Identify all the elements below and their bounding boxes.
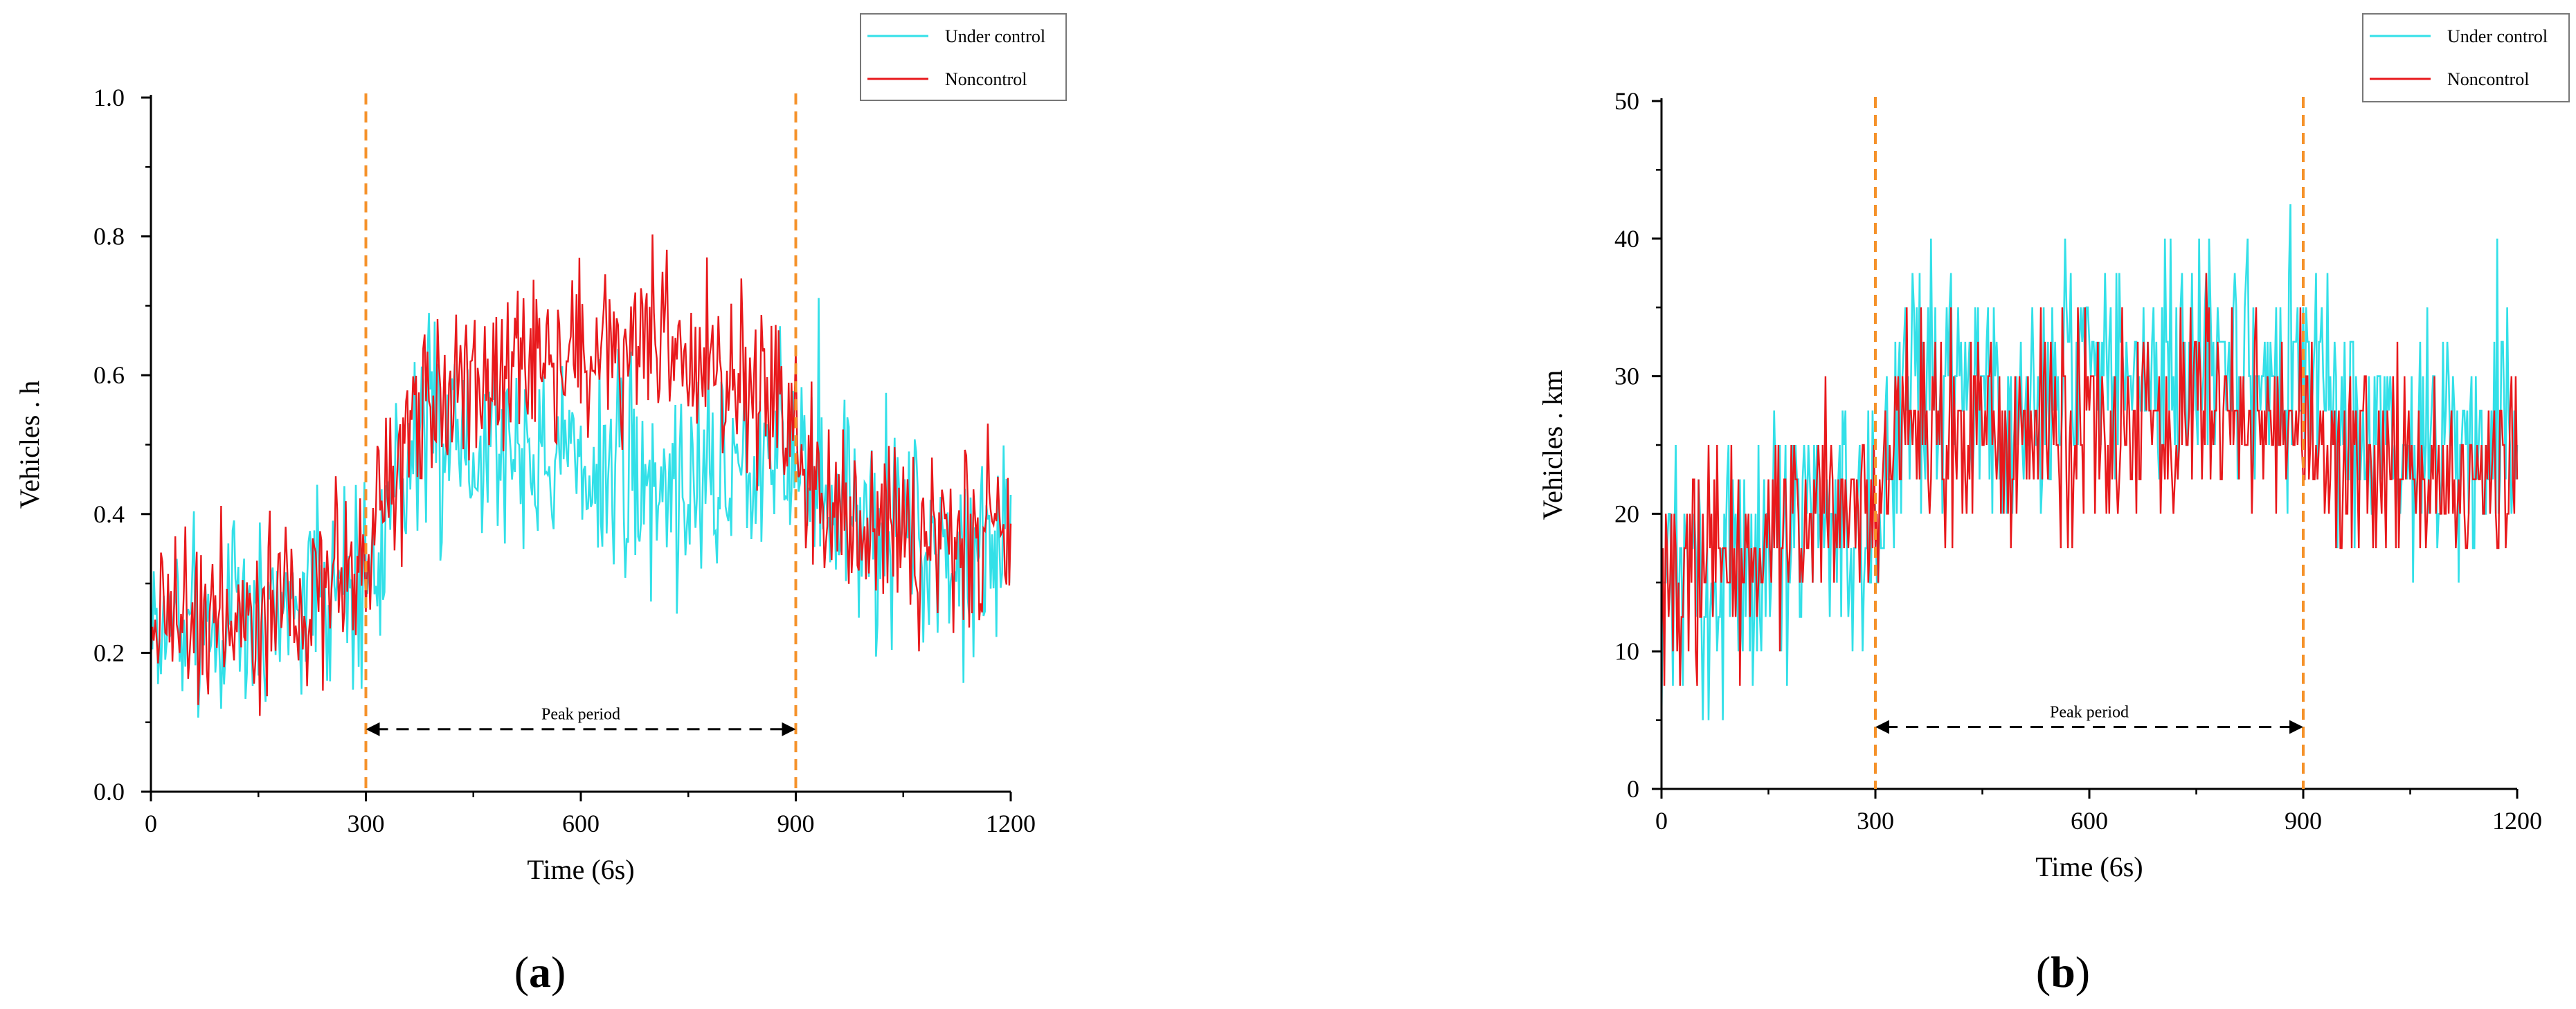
legend-label-under-control-a: Under control — [945, 26, 1045, 46]
chart-panel-b: 0 10 20 30 40 50 0 300 600 900 1200 Time (6s) Vehicl… — [1288, 0, 2576, 1009]
x-axis-title-a: Time (6s) — [527, 854, 634, 885]
x-tick-label-b-1: 300 — [1857, 807, 1894, 835]
peak-period-arrowhead-right-a — [782, 722, 796, 736]
peak-period-arrowhead-left-b — [1875, 720, 1889, 734]
y-tick-label-a-1: 0.2 — [93, 639, 125, 666]
y-tick-label-b-2: 20 — [1614, 500, 1639, 527]
chart-panel-a: 0.0 0.2 0.4 0.6 0.8 1.0 0 300 600 900 1200 Time (6s… — [14, 13, 1067, 997]
y-tick-label-a-5: 1.0 — [93, 84, 125, 111]
legend-label-noncontrol-a: Noncontrol — [945, 69, 1027, 89]
series-line-under-control-b — [1660, 204, 2519, 720]
x-tick-label-b-4: 1200 — [2492, 807, 2542, 835]
y-tick-label-b-0: 0 — [1627, 775, 1639, 803]
y-tick-label-b-1: 10 — [1614, 637, 1639, 665]
x-tick-label-a-0: 0 — [145, 810, 157, 837]
peak-period-arrowhead-left-a — [366, 722, 380, 736]
x-tick-label-a-3: 900 — [777, 810, 815, 837]
chart-a-svg: 0.0 0.2 0.4 0.6 0.8 1.0 0 300 600 900 1200 Time (6s… — [14, 13, 1067, 997]
x-tick-label-a-4: 1200 — [986, 810, 1036, 837]
peak-period-arrowhead-right-b — [2289, 720, 2303, 734]
y-axis-title-b: Vehicles . km — [1537, 370, 1568, 520]
y-tick-label-a-0: 0.0 — [93, 778, 125, 806]
y-tick-label-a-2: 0.4 — [93, 500, 125, 528]
y-tick-label-b-3: 30 — [1614, 363, 1639, 390]
x-tick-label-a-2: 600 — [562, 810, 600, 837]
y-tick-label-b-5: 50 — [1614, 87, 1639, 115]
peak-period-label-b: Peak period — [2050, 704, 2129, 722]
y-axis-title-a: Vehicles . h — [14, 381, 45, 509]
panel-label-b: (b) — [2036, 947, 2090, 997]
panel-label-a: (a) — [514, 947, 566, 997]
y-tick-label-a-4: 0.8 — [93, 223, 125, 251]
chart-b-svg: 0 10 20 30 40 50 0 300 600 900 1200 Time (6s) Vehicl… — [1537, 13, 2570, 997]
x-tick-label-b-2: 600 — [2071, 807, 2108, 835]
series-line-noncontrol-b — [1660, 273, 2519, 686]
x-tick-label-b-0: 0 — [1655, 807, 1668, 835]
legend-box-a — [860, 13, 1067, 101]
y-tick-label-b-4: 40 — [1614, 225, 1639, 253]
legend-label-under-control-b: Under control — [2447, 26, 2548, 46]
x-tick-label-b-3: 900 — [2285, 807, 2322, 835]
y-tick-label-a-3: 0.6 — [93, 361, 125, 389]
peak-period-label-a: Peak period — [541, 706, 620, 724]
series-line-noncontrol-a — [150, 234, 1012, 716]
legend-box-b — [2362, 13, 2570, 102]
x-axis-title-b: Time (6s) — [2035, 851, 2143, 882]
x-tick-label-a-1: 300 — [348, 810, 385, 837]
legend-label-noncontrol-b: Noncontrol — [2447, 69, 2529, 89]
